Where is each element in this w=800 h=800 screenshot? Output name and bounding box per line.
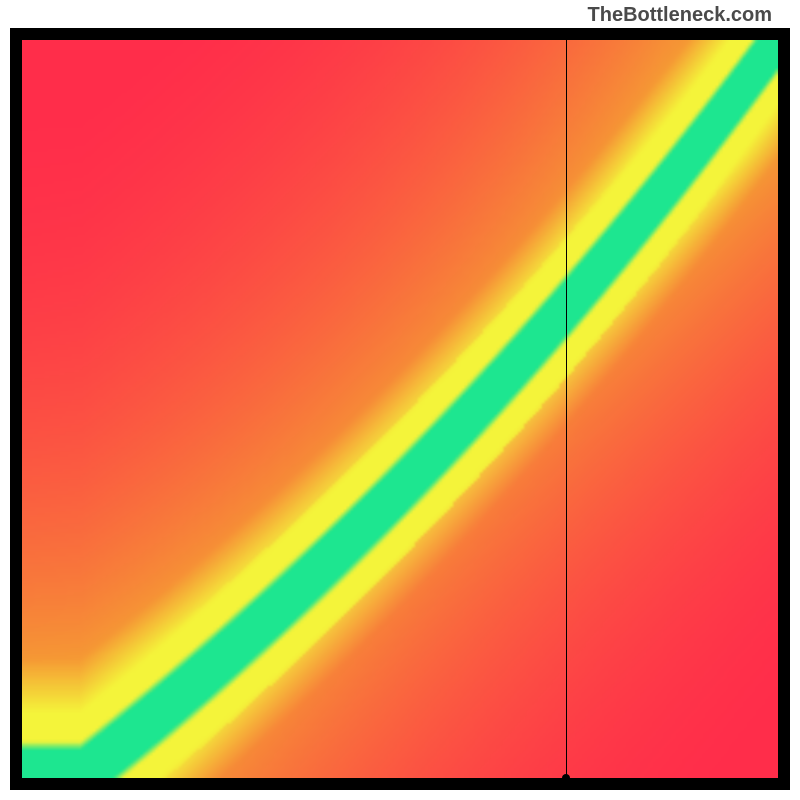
heatmap-canvas [22,40,778,778]
marker-dot [562,774,570,778]
watermark-text: TheBottleneck.com [588,4,772,27]
chart-container: TheBottleneck.com [0,0,800,800]
marker-vertical-line [566,40,567,778]
plot-inner [22,40,778,778]
